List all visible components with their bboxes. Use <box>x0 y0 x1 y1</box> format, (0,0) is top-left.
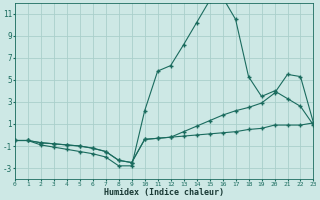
X-axis label: Humidex (Indice chaleur): Humidex (Indice chaleur) <box>104 188 224 197</box>
